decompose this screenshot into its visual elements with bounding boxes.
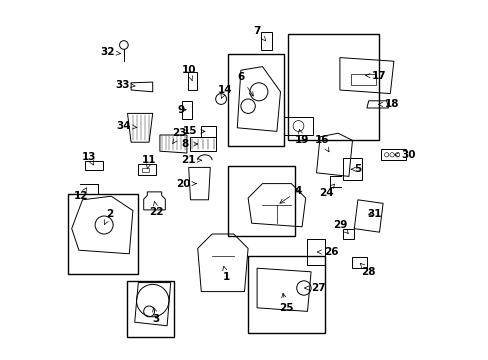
Text: 18: 18 [378, 99, 399, 109]
Text: 13: 13 [81, 152, 96, 165]
Bar [350, 74, 375, 85]
Text: 16: 16 [314, 135, 328, 152]
Text: 32: 32 [100, 47, 121, 57]
Text: 30: 30 [394, 150, 415, 160]
Text: 3: 3 [152, 308, 160, 324]
Text: 34: 34 [116, 121, 137, 131]
Text: 24: 24 [318, 184, 334, 198]
Text: 10: 10 [181, 65, 196, 81]
Text: 4: 4 [279, 186, 302, 203]
Bar [228, 54, 284, 146]
Text: 22: 22 [149, 201, 163, 217]
Bar [68, 194, 138, 274]
Text: 9: 9 [178, 105, 186, 115]
Text: 12: 12 [74, 188, 88, 201]
Text: 17: 17 [365, 71, 386, 81]
Text: 31: 31 [366, 209, 381, 219]
Text: 5: 5 [350, 164, 361, 174]
Bar [260, 32, 271, 50]
Text: 2: 2 [104, 209, 113, 225]
Text: 11: 11 [142, 155, 156, 168]
Text: 6: 6 [237, 72, 253, 96]
Bar [247, 256, 325, 333]
Bar [127, 281, 174, 337]
Text: 21: 21 [181, 155, 201, 165]
Text: 1: 1 [223, 266, 230, 282]
Text: 14: 14 [217, 85, 231, 98]
Text: 8: 8 [181, 139, 197, 149]
Bar [142, 168, 149, 172]
Text: 20: 20 [176, 179, 196, 189]
Text: 33: 33 [115, 80, 135, 90]
Bar [287, 34, 379, 140]
Text: 15: 15 [183, 126, 204, 136]
Text: 19: 19 [294, 130, 308, 145]
Text: 29: 29 [332, 220, 347, 233]
Text: 27: 27 [304, 283, 325, 293]
Text: 23: 23 [172, 128, 186, 144]
Text: 26: 26 [317, 247, 338, 257]
Bar [228, 166, 294, 236]
Text: 28: 28 [360, 264, 375, 277]
Text: 25: 25 [278, 293, 292, 313]
Text: 7: 7 [253, 26, 265, 41]
